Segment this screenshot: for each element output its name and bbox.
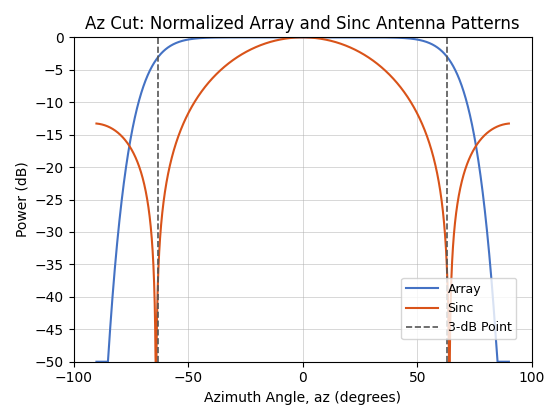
Array <box>174 40 181 45</box>
Array <box>299 35 306 40</box>
Line: Array: Array <box>96 37 509 362</box>
Array <box>484 229 491 234</box>
Line: Sinc: Sinc <box>96 37 509 362</box>
Sinc <box>118 133 124 138</box>
X-axis label: Azimuth Angle, az (degrees): Azimuth Angle, az (degrees) <box>204 391 401 405</box>
Array <box>118 203 124 208</box>
Sinc <box>93 121 100 126</box>
Array <box>93 359 100 364</box>
Array <box>95 359 102 364</box>
3-dB Point <box>155 35 162 40</box>
Legend: Array, Sinc, 3-dB Point: Array, Sinc, 3-dB Point <box>402 278 516 339</box>
Title: Az Cut: Normalized Array and Sinc Antenna Patterns: Az Cut: Normalized Array and Sinc Antenn… <box>85 15 520 33</box>
Sinc <box>110 127 117 132</box>
Array <box>506 359 512 364</box>
Array <box>295 35 301 40</box>
Sinc <box>95 121 102 126</box>
Sinc <box>299 35 306 40</box>
Sinc <box>506 121 512 126</box>
Sinc <box>152 359 159 364</box>
3-dB Point <box>155 28 162 33</box>
Array <box>110 282 117 287</box>
Sinc <box>295 35 301 40</box>
Y-axis label: Power (dB): Power (dB) <box>15 162 29 237</box>
Sinc <box>174 136 181 142</box>
Sinc <box>484 131 491 136</box>
